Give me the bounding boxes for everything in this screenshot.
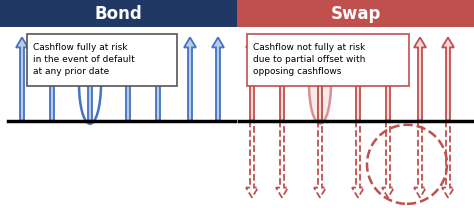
Polygon shape	[352, 37, 364, 121]
Polygon shape	[382, 37, 394, 121]
Polygon shape	[212, 37, 224, 121]
FancyBboxPatch shape	[247, 34, 409, 86]
Text: Cashflow fully at risk
in the event of default
at any prior date: Cashflow fully at risk in the event of d…	[33, 43, 135, 76]
Polygon shape	[152, 37, 164, 121]
Bar	[0, 0, 237, 27]
Polygon shape	[122, 37, 134, 121]
Ellipse shape	[309, 45, 331, 124]
Text: Bond: Bond	[95, 5, 142, 22]
Polygon shape	[414, 37, 426, 121]
FancyBboxPatch shape	[27, 34, 177, 86]
Polygon shape	[246, 37, 258, 121]
Text: Swap: Swap	[330, 5, 381, 22]
Polygon shape	[314, 37, 326, 121]
Text: Cashflow not fully at risk
due to partial offset with
opposing cashflows: Cashflow not fully at risk due to partia…	[253, 43, 365, 76]
Polygon shape	[276, 37, 288, 121]
Polygon shape	[16, 37, 28, 121]
Polygon shape	[442, 37, 454, 121]
Polygon shape	[84, 37, 96, 121]
Polygon shape	[46, 37, 58, 121]
Polygon shape	[184, 37, 196, 121]
Polygon shape	[314, 37, 326, 121]
Bar	[237, 0, 474, 27]
